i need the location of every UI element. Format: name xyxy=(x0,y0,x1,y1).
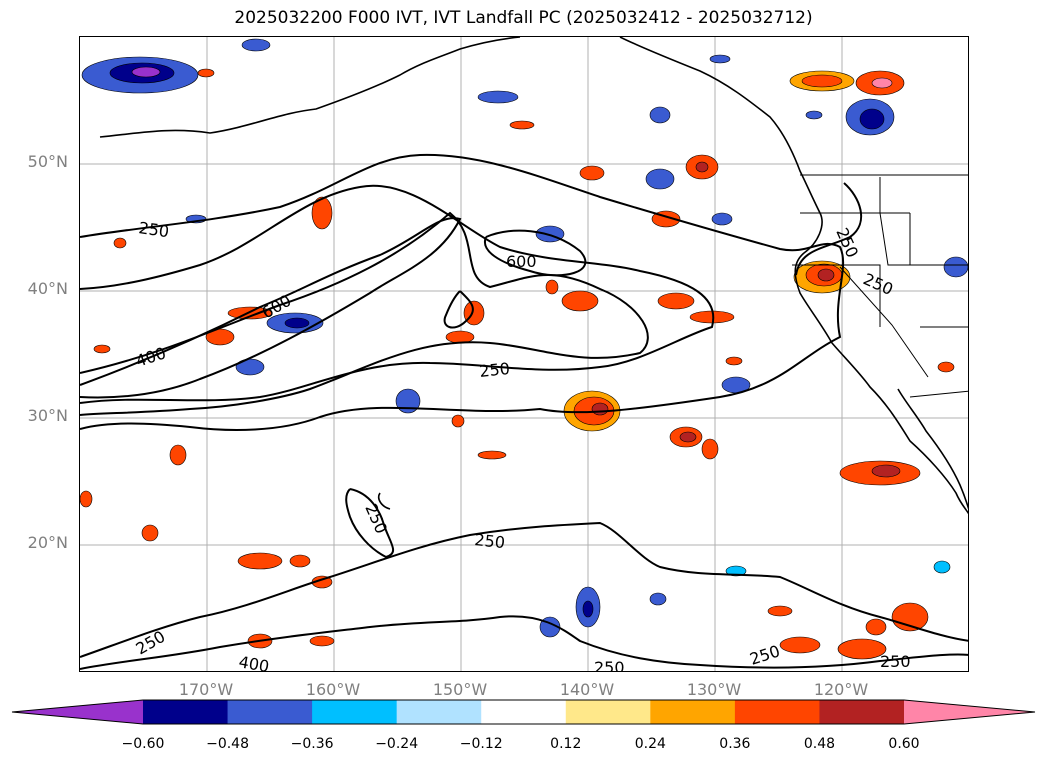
ivt-anomaly-fill xyxy=(80,38,968,660)
ivt-contours xyxy=(80,153,968,670)
colorbar-cell xyxy=(312,700,398,724)
colorbar-tick-label: −0.24 xyxy=(375,736,419,752)
lat-label: 40°N xyxy=(27,279,68,298)
contour-label: 400 xyxy=(133,343,168,371)
colorbar-extend-high xyxy=(904,700,1035,724)
contour-label: 400 xyxy=(237,652,270,672)
contour-label: 600 xyxy=(506,252,537,271)
map-canvas: 250 250 250 250 250 250 250 250 250 250 … xyxy=(80,37,968,672)
lon-label: 120°W xyxy=(813,680,869,699)
colorbar-extend-low xyxy=(12,700,143,724)
colorbar-outline xyxy=(11,699,1036,725)
colorbar-tick-label: 0.60 xyxy=(888,736,920,752)
colorbar-tick-label: 0.12 xyxy=(550,736,582,752)
contour-label: 250 xyxy=(133,627,169,659)
colorbar-cell xyxy=(734,700,820,724)
lon-label: 140°W xyxy=(559,680,615,699)
contour-label: 250 xyxy=(478,359,510,381)
colorbar-tick-label: 0.36 xyxy=(719,736,751,752)
colorbar-cell xyxy=(819,700,905,724)
map-panel[interactable]: 250 250 250 250 250 250 250 250 250 250 … xyxy=(79,36,969,672)
lon-label: 160°W xyxy=(305,680,361,699)
lon-label: 150°W xyxy=(432,680,488,699)
map-title: 2025032200 F000 IVT, IVT Landfall PC (20… xyxy=(234,8,813,28)
colorbar-cell xyxy=(396,700,482,724)
political-borders xyxy=(792,174,968,398)
contour-label: 250 xyxy=(594,658,625,672)
lon-label: 130°W xyxy=(686,680,742,699)
coastlines xyxy=(99,37,968,515)
contour-label: 250 xyxy=(137,218,170,241)
colorbar-cell xyxy=(227,700,313,724)
contour-label: 250 xyxy=(474,530,506,552)
lat-label: 50°N xyxy=(27,152,68,171)
colorbar-cell xyxy=(650,700,736,724)
lat-label: 20°N xyxy=(27,533,68,552)
contour-label: 250 xyxy=(860,269,896,299)
colorbar-cell xyxy=(565,700,651,724)
colorbar-tick-label: 0.24 xyxy=(634,736,666,752)
colorbar-tick-label: −0.60 xyxy=(121,736,165,752)
colorbar xyxy=(11,699,1036,725)
lon-label: 170°W xyxy=(178,680,234,699)
contour-label: 250 xyxy=(880,652,911,671)
colorbar-cell xyxy=(143,700,229,724)
colorbar-tick-label: 0.48 xyxy=(803,736,836,752)
colorbar-tick-label: −0.12 xyxy=(459,736,503,752)
colorbar-cell xyxy=(481,700,567,724)
colorbar-tick-label: −0.48 xyxy=(206,736,249,752)
colorbar-cells xyxy=(12,700,1035,724)
lat-label: 30°N xyxy=(27,406,68,425)
colorbar-tick-label: −0.36 xyxy=(290,736,334,752)
contour-label: 250 xyxy=(747,641,782,669)
